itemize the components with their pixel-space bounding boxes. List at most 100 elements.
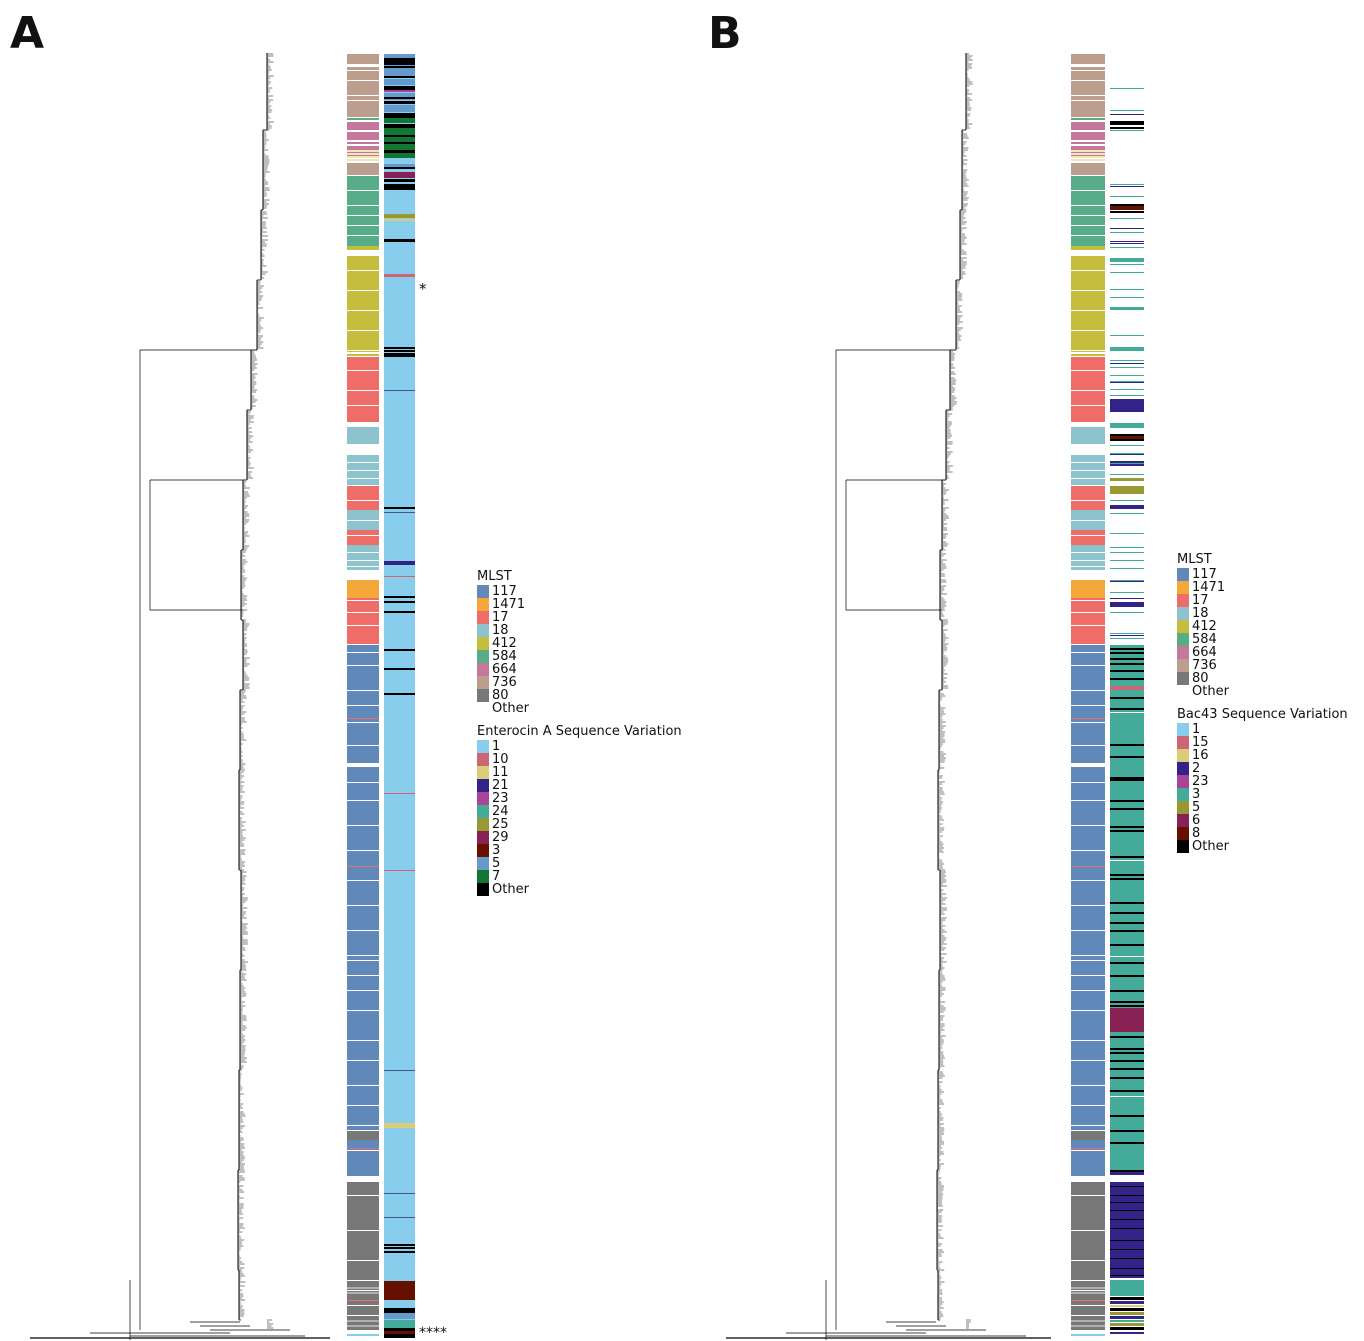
- legend-item: 3: [1177, 788, 1348, 801]
- heatmap-band: [347, 215, 379, 216]
- legend-a: MLST 117 1471 17 18 412 584 664 736 80 Other Ente…: [477, 570, 682, 896]
- legend-swatch: [477, 792, 489, 805]
- heatmap-band: [1071, 357, 1105, 422]
- heatmap-band: [384, 93, 415, 100]
- legend-label: 2: [1192, 761, 1201, 776]
- heatmap-band: [1071, 205, 1105, 206]
- heatmap-band: [1110, 1249, 1144, 1250]
- heatmap-band: [1110, 678, 1144, 680]
- heatmap-band: [1071, 1280, 1105, 1281]
- heatmap-band: [384, 118, 415, 123]
- heatmap-band: [384, 60, 415, 65]
- heatmap-band: [347, 600, 379, 601]
- legend-swatch: [477, 740, 489, 753]
- heatmap-band: [1110, 779, 1144, 781]
- heatmap-band: [1110, 232, 1144, 233]
- heatmap-band: [1110, 1048, 1144, 1050]
- heatmap-band: [384, 793, 415, 794]
- heatmap-band: [1071, 100, 1105, 101]
- heatmap-band: [1110, 454, 1144, 455]
- heatmap-band: [1071, 1195, 1105, 1196]
- heatmap-band: [347, 990, 379, 991]
- heatmap-band: [1110, 375, 1144, 376]
- legend-swatch: [1177, 749, 1189, 762]
- legend-label: 80: [492, 688, 509, 703]
- legend-item: Other: [477, 702, 682, 715]
- heatmap-band: [1110, 956, 1144, 957]
- legend-label: 7: [492, 869, 501, 884]
- heatmap-band: [1110, 560, 1144, 561]
- heatmap-band: [1071, 80, 1105, 81]
- heatmap-band: [1071, 470, 1105, 471]
- heatmap-band: [347, 718, 379, 719]
- mlst-strip-b: [1071, 53, 1105, 1338]
- heatmap-band: [384, 1331, 415, 1334]
- legend-label: 18: [492, 623, 509, 638]
- heatmap-band: [384, 128, 415, 150]
- heatmap-band: [1110, 272, 1144, 273]
- heatmap-band: [1071, 1325, 1105, 1327]
- heatmap-band: [347, 427, 379, 444]
- heatmap-band: [1110, 990, 1144, 992]
- legend-label: 25: [492, 817, 509, 832]
- heatmap-band: [347, 612, 379, 613]
- legend-swatch: [1177, 633, 1189, 646]
- heatmap-band: [1110, 439, 1144, 441]
- heatmap-band: [1071, 1292, 1105, 1294]
- heatmap-band: [347, 905, 379, 906]
- heatmap-band: [347, 130, 379, 132]
- legend-label: 1471: [1192, 580, 1226, 595]
- legend-label: 17: [1192, 593, 1209, 608]
- legend-swatch: [477, 753, 489, 766]
- legend-item: 16: [1177, 749, 1348, 762]
- legend-label: 80: [1192, 671, 1209, 686]
- legend-swatch: [1177, 685, 1189, 698]
- legend-swatch: [477, 805, 489, 818]
- heatmap-band: [347, 530, 379, 545]
- heatmap-band: [384, 512, 415, 513]
- legend-item: 21: [477, 779, 682, 792]
- heatmap-band: [347, 1325, 379, 1327]
- heatmap-band: [1110, 581, 1144, 582]
- heatmap-band: [1110, 800, 1144, 802]
- heatmap-band: [1110, 243, 1144, 244]
- heatmap-band: [1110, 633, 1144, 634]
- heatmap-band: [1110, 1327, 1144, 1330]
- heatmap-band: [384, 1313, 415, 1319]
- phylogenetic-tree-b: [726, 53, 1051, 1340]
- heatmap-band: [1110, 1186, 1144, 1187]
- heatmap-band: [1110, 652, 1144, 654]
- heatmap-band: [1110, 1268, 1144, 1269]
- heatmap-band: [347, 144, 379, 146]
- heatmap-band: [1071, 825, 1105, 826]
- heatmap-band: [1071, 1085, 1105, 1086]
- heatmap-band: [347, 1287, 379, 1289]
- legend-swatch: [1177, 762, 1189, 775]
- heatmap-band: [347, 825, 379, 826]
- heatmap-band: [347, 576, 379, 578]
- heatmap-band: [1110, 598, 1144, 599]
- heatmap-band: [1071, 310, 1105, 311]
- heatmap-band: [1071, 120, 1105, 122]
- heatmap-band: [1110, 1001, 1144, 1003]
- heatmap-band: [1110, 1036, 1144, 1038]
- legend-mlst-title-b: MLST: [1177, 552, 1212, 567]
- legend-swatch: [1177, 607, 1189, 620]
- heatmap-band: [347, 560, 379, 561]
- legend-swatch: [477, 831, 489, 844]
- heatmap-band: [384, 172, 415, 178]
- legend-label: 117: [492, 584, 517, 599]
- legend-enterocin-list: 1 10 11 21 23 24 25 29 3 5 7 Other: [477, 740, 682, 896]
- legend-item: Other: [477, 883, 682, 896]
- heatmap-band: [1071, 163, 1105, 175]
- heatmap-band: [1071, 880, 1105, 881]
- heatmap-band: [347, 767, 379, 1130]
- heatmap-band: [384, 576, 415, 577]
- legend-swatch: [1177, 659, 1189, 672]
- legend-item: 15: [1177, 736, 1348, 749]
- heatmap-band: [1110, 307, 1144, 310]
- heatmap-band: [1071, 1334, 1105, 1336]
- heatmap-band: [384, 79, 415, 85]
- heatmap-band: [1110, 110, 1144, 111]
- heatmap-band: [1110, 123, 1144, 125]
